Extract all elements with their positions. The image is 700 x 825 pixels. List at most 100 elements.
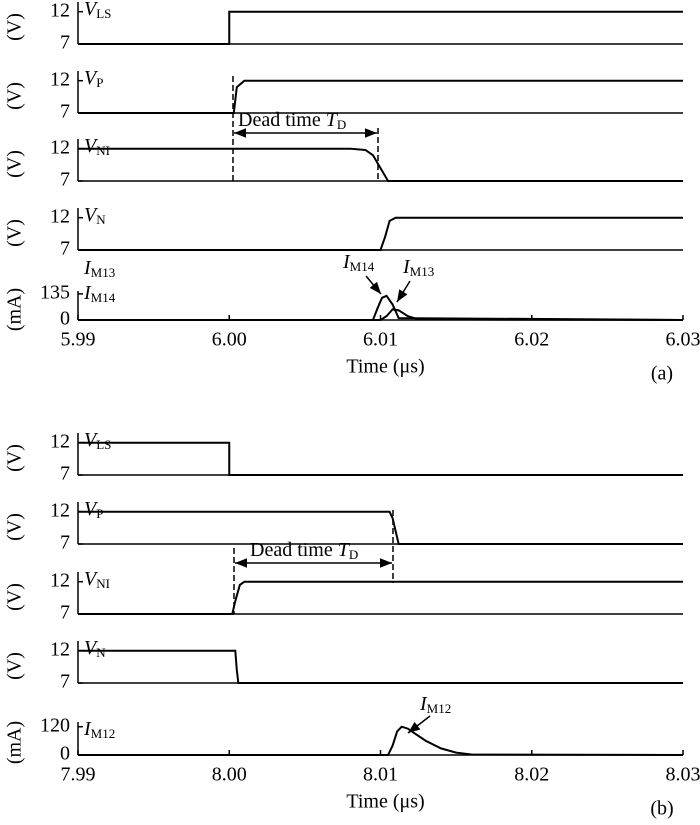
series-label-sub: LS	[96, 6, 111, 21]
panel-tag: (b)	[650, 798, 673, 820]
series-label: VNI	[84, 135, 110, 158]
y-tick-label: 12	[50, 430, 70, 452]
series-label: IM13	[83, 257, 115, 280]
dead-time-label: Dead time TD	[238, 109, 346, 132]
series-label-main: V	[84, 204, 99, 226]
series-label-main: V	[84, 429, 99, 451]
series-label-sub: N	[96, 645, 106, 660]
signal-line	[78, 510, 683, 545]
y-axis-label: (V)	[4, 150, 26, 178]
x-axis-label: Time (μs)	[346, 791, 424, 813]
dead-time-label-main: T	[326, 109, 339, 131]
y-tick-label: 12	[50, 68, 70, 90]
series-label-sub: M12	[91, 726, 116, 741]
y-axis-label: (V)	[4, 82, 26, 110]
y-tick-label: 12	[50, 136, 70, 158]
y-axis-label: (V)	[4, 652, 26, 680]
y-tick-label: 12	[50, 638, 70, 660]
series-label-main: I	[83, 257, 92, 279]
y-tick-label: 7	[60, 238, 70, 260]
signal-line	[78, 649, 683, 684]
y-axis-label: (V)	[4, 583, 26, 611]
annotation: IM14	[342, 251, 375, 274]
series-label: IM14	[83, 282, 116, 305]
x-tick-label: 5.99	[61, 329, 96, 351]
series-label-main: V	[84, 637, 99, 659]
x-axis-label: Time (μs)	[346, 356, 424, 378]
series-label: VLS	[84, 0, 111, 21]
annotation-main: I	[402, 256, 411, 278]
x-tick-label: 7.99	[61, 764, 96, 786]
series-label: IM12	[83, 718, 115, 741]
y-tick-label: 7	[60, 101, 70, 123]
dead-time-label-sub: D	[349, 547, 358, 562]
y-tick-label: 12	[50, 569, 70, 591]
dead-time-label-text: Dead time	[238, 109, 321, 131]
dead-time-label-main: T	[338, 539, 351, 561]
series-label-sub: P	[96, 75, 103, 90]
dead-time-label-sub: D	[337, 117, 346, 132]
signal-line	[78, 10, 683, 45]
series-label-main: V	[84, 0, 99, 20]
series-label: VP	[84, 498, 103, 521]
signal-line	[78, 79, 683, 114]
y-tick-label: 135	[40, 281, 70, 303]
series-label-sub: LS	[96, 437, 111, 452]
annotation-sub: M13	[410, 264, 435, 279]
y-tick-label: 12	[50, 205, 70, 227]
x-tick-label: 8.03	[666, 764, 700, 786]
series-label: VLS	[84, 429, 111, 452]
signal-line	[78, 147, 683, 182]
series-label: VP	[84, 67, 103, 90]
dead-time-label: Dead time TD	[250, 539, 358, 562]
series-label-sub: M13	[91, 265, 116, 280]
annotation-arrow	[407, 715, 431, 734]
y-tick-label: 7	[60, 32, 70, 54]
series-label-main: V	[84, 135, 99, 157]
y-tick-label: 7	[60, 671, 70, 693]
annotation-sub: M14	[350, 259, 375, 274]
series-label-sub: P	[96, 506, 103, 521]
y-axis-label: (mA)	[4, 721, 26, 764]
y-tick-label: 7	[60, 532, 70, 554]
y-tick-label: 12	[50, 0, 70, 21]
series-label-sub: NI	[96, 143, 110, 158]
series-label: VN	[84, 204, 106, 227]
signal-line	[78, 216, 683, 251]
series-label-sub: NI	[96, 576, 110, 591]
x-tick-label: 8.01	[363, 764, 398, 786]
annotation-main: I	[419, 693, 428, 715]
signal-line	[78, 441, 683, 476]
series-label-main: V	[84, 498, 99, 520]
x-tick-label: 8.00	[212, 764, 247, 786]
x-tick-label: 6.02	[514, 329, 549, 351]
annotation: IM13	[402, 256, 434, 279]
signal-line	[78, 294, 684, 321]
series-label-main: I	[83, 282, 92, 304]
y-axis-label: (V)	[4, 444, 26, 472]
signal-line	[78, 580, 683, 615]
y-tick-label: 7	[60, 463, 70, 485]
y-tick-label: 7	[60, 602, 70, 624]
x-tick-label: 8.02	[514, 764, 549, 786]
y-tick-label: 7	[60, 169, 70, 191]
annotation-arrow	[396, 280, 411, 303]
annotation-main: I	[342, 251, 351, 273]
series-label-main: V	[84, 568, 99, 590]
y-tick-label: 12	[50, 499, 70, 521]
panel-tag: (a)	[651, 363, 673, 385]
x-tick-label: 6.00	[212, 329, 247, 351]
series-label: VNI	[84, 568, 110, 591]
x-tick-label: 6.03	[666, 329, 700, 351]
x-tick-label: 6.01	[363, 329, 398, 351]
y-tick-label: 0	[60, 743, 70, 765]
y-tick-label: 120	[40, 714, 70, 736]
dead-time-label-text: Dead time	[250, 539, 333, 561]
series-label-sub: M14	[91, 290, 116, 305]
y-axis-label: (mA)	[4, 288, 26, 331]
series-label-main: I	[83, 718, 92, 740]
y-axis-label: (V)	[4, 513, 26, 541]
annotation-sub: M12	[427, 701, 452, 716]
annotation: IM12	[419, 693, 451, 716]
